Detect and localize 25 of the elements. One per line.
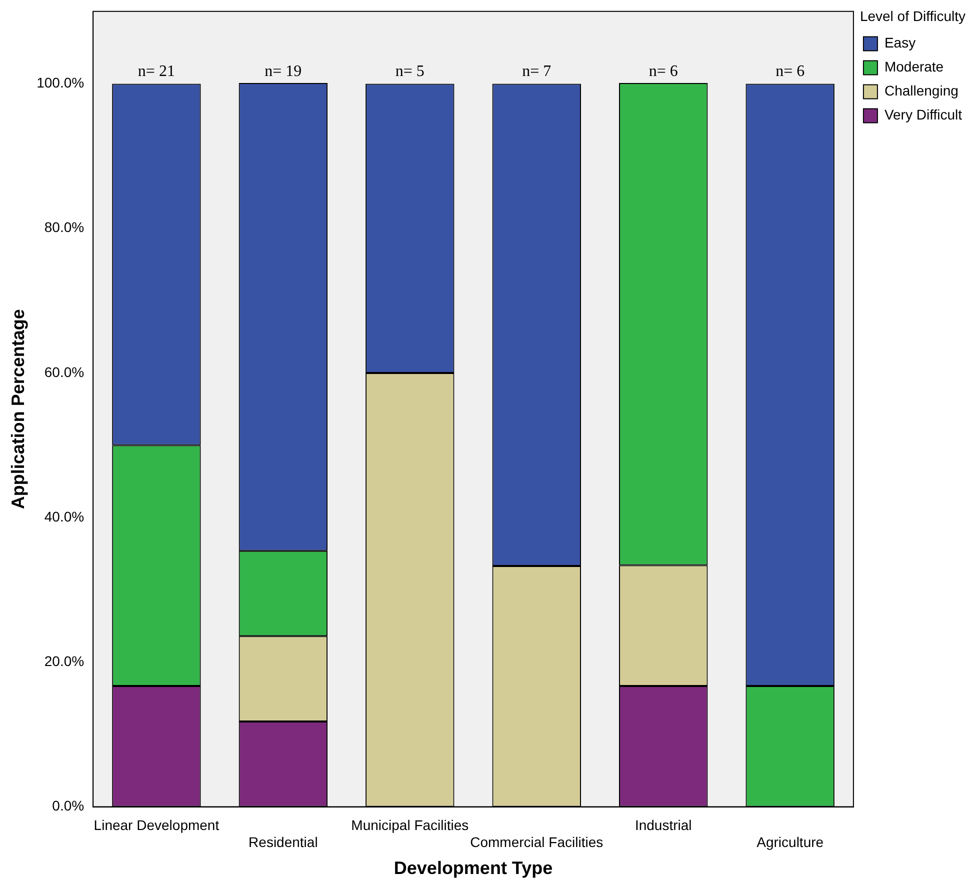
y-tick-label: 100.0%	[36, 74, 84, 91]
legend-label: Easy	[884, 34, 916, 51]
y-tick-label: 40.0%	[44, 508, 84, 524]
x-axis-title: Development Type	[394, 858, 553, 878]
y-axis-title: Application Percentage	[8, 309, 28, 510]
legend-label: Very Difficult	[884, 106, 962, 123]
y-tick-label: 60.0%	[44, 364, 84, 380]
annotation: n= 19	[264, 62, 302, 80]
annotation: n= 7	[522, 62, 552, 80]
y-tick-label: 0.0%	[52, 798, 84, 814]
x-tick-label: Commercial Facilities	[470, 834, 604, 850]
annotation: n= 6	[776, 62, 805, 80]
y-tick-label: 80.0%	[44, 219, 84, 236]
annotation: n= 6	[648, 62, 678, 80]
x-tick-label: Municipal Facilities	[351, 817, 469, 834]
x-tick-label: Residential	[248, 834, 318, 850]
x-tick-label: Industrial	[634, 817, 692, 834]
annotation: n= 5	[395, 62, 424, 80]
annotation: n= 21	[138, 62, 175, 80]
legend-label: Challenging	[884, 82, 958, 99]
y-tick-label: 20.0%	[44, 653, 84, 670]
x-tick-label: Linear Development	[94, 817, 220, 834]
legend-title: Level of Difficulty	[860, 8, 966, 24]
legend-label: Moderate	[884, 58, 944, 75]
x-tick-label: Agriculture	[756, 834, 824, 850]
